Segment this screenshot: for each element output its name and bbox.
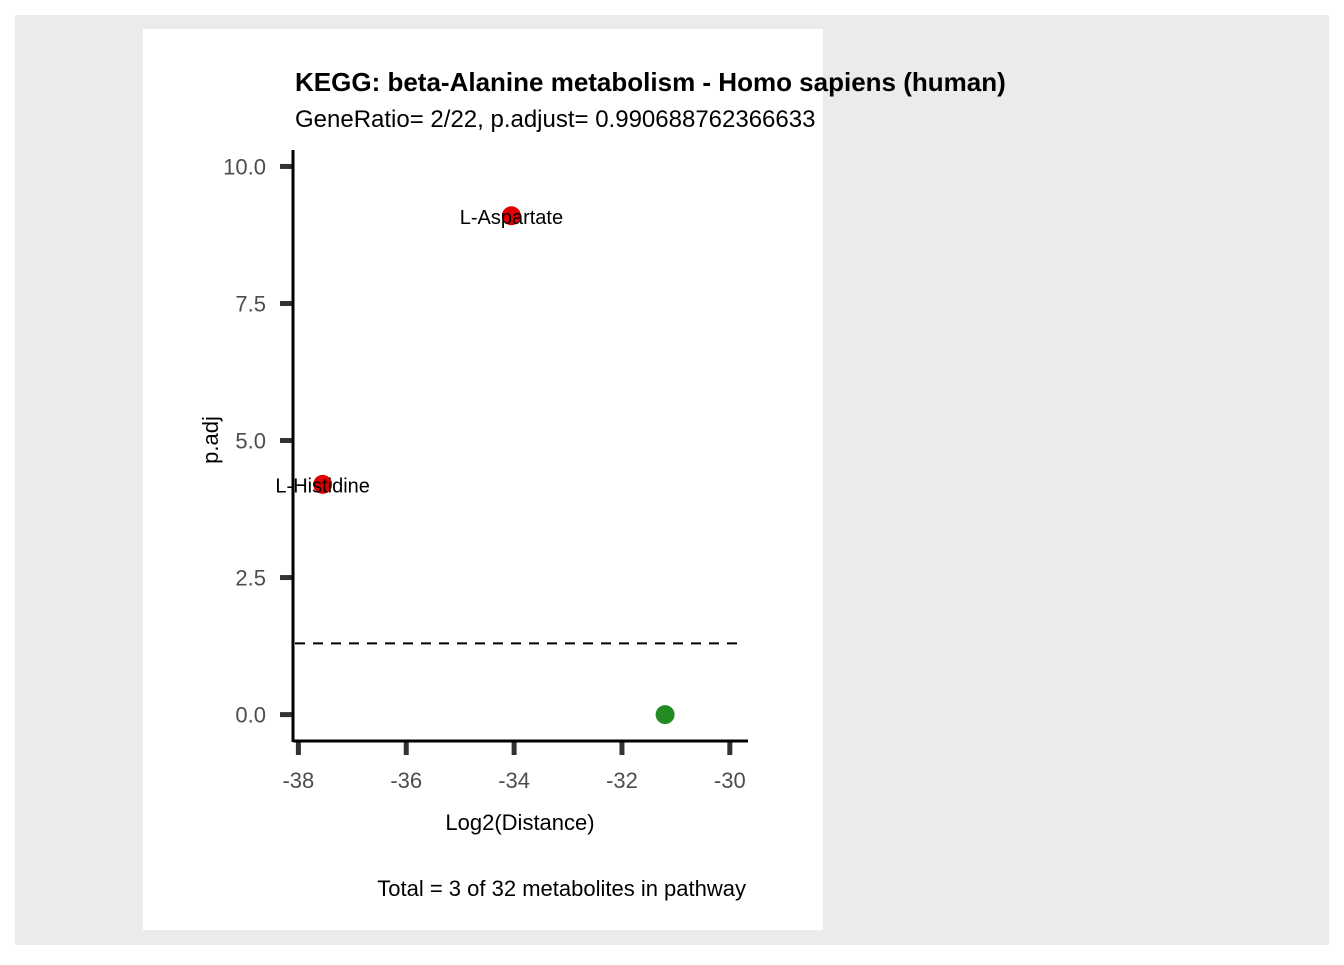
panel-background <box>143 29 823 930</box>
y-tick-label: 7.5 <box>235 291 266 316</box>
y-tick-label: 0.0 <box>235 703 266 728</box>
x-tick-label: -32 <box>606 768 638 793</box>
y-tick-label: 5.0 <box>235 429 266 454</box>
x-tick-label: -34 <box>498 768 530 793</box>
x-tick-label: -30 <box>714 768 746 793</box>
data-points <box>313 206 675 725</box>
x-axis-ticks: -38 -36 -34 -32 -30 <box>282 741 746 793</box>
x-tick-label: -36 <box>390 768 422 793</box>
significant-point <box>501 206 521 226</box>
x-axis-label: Log2(Distance) <box>445 810 594 835</box>
significant-point <box>313 474 333 494</box>
y-axis-label: p.adj <box>198 416 223 464</box>
chart-title: KEGG: beta-Alanine metabolism - Homo sap… <box>295 67 1006 97</box>
point-labels: L-Aspartate L-Histidine <box>275 207 563 498</box>
y-axis-ticks: 0.0 2.5 5.0 7.5 10.0 <box>223 154 293 728</box>
chart-caption: Total = 3 of 32 metabolites in pathway <box>377 876 746 901</box>
x-tick-label: -38 <box>282 768 314 793</box>
y-tick-label: 2.5 <box>235 566 266 591</box>
point-label: L-Aspartate <box>460 207 563 229</box>
chart-subtitle: GeneRatio= 2/22, p.adjust= 0.99068876236… <box>295 106 815 133</box>
y-tick-label: 10.0 <box>223 154 266 179</box>
nonsignificant-point <box>655 705 675 725</box>
point-label: L-Histidine <box>275 475 369 497</box>
